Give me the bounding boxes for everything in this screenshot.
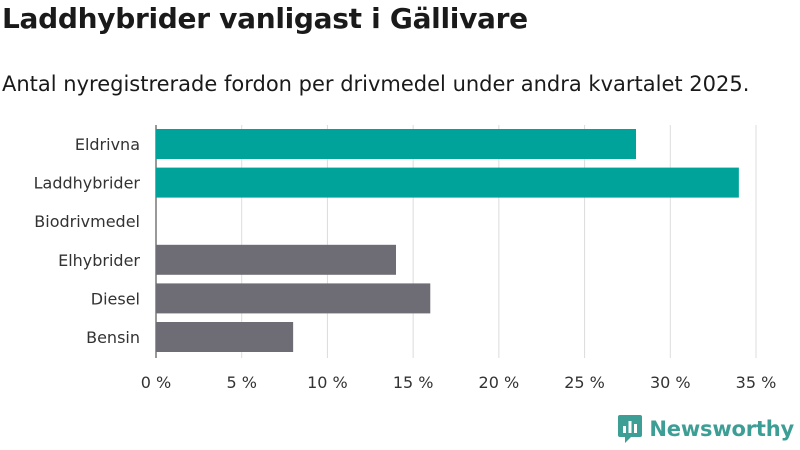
brand: Newsworthy bbox=[617, 414, 794, 444]
x-tick-label-35: 35 % bbox=[736, 373, 777, 392]
chart-title: Laddhybrider vanligast i Gällivare bbox=[2, 2, 528, 35]
category-label-biodrivmedel: Biodrivmedel bbox=[34, 212, 140, 231]
bar-elhybrider bbox=[156, 244, 396, 275]
x-tick-label-15: 15 % bbox=[393, 373, 434, 392]
x-tick-label-10: 10 % bbox=[307, 373, 348, 392]
x-tick-label-0: 0 % bbox=[141, 373, 171, 392]
chart-subtitle: Antal nyregistrerade fordon per drivmede… bbox=[2, 72, 750, 96]
x-tick-label-20: 20 % bbox=[479, 373, 520, 392]
category-label-diesel: Diesel bbox=[91, 289, 140, 308]
x-tick-label-5: 5 % bbox=[226, 373, 256, 392]
bar-eldrivna bbox=[156, 129, 636, 159]
category-label-elhybrider: Elhybrider bbox=[58, 251, 140, 270]
category-label-eldrivna: Eldrivna bbox=[75, 135, 140, 154]
bar-diesel bbox=[156, 283, 431, 314]
brand-name: Newsworthy bbox=[649, 417, 794, 441]
category-label-laddhybrider: Laddhybrider bbox=[34, 174, 141, 193]
bar-bensin bbox=[156, 322, 294, 352]
x-tick-label-25: 25 % bbox=[564, 373, 605, 392]
newsworthy-logo-icon bbox=[618, 415, 643, 443]
x-tick-label-30: 30 % bbox=[650, 373, 691, 392]
category-label-bensin: Bensin bbox=[86, 328, 140, 347]
bar-laddhybrider bbox=[156, 167, 739, 198]
